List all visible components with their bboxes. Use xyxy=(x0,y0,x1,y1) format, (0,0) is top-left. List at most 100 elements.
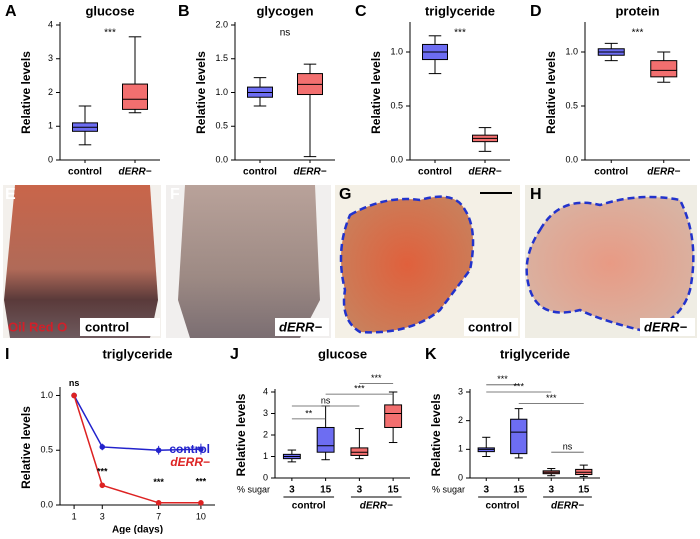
image-caption: dERR− xyxy=(644,319,687,334)
x-tick-label: control xyxy=(418,167,452,178)
point xyxy=(99,482,106,489)
panel-letter: H xyxy=(530,186,542,203)
panel-letter: A xyxy=(5,3,17,20)
y-tick-label: 0.0 xyxy=(565,154,578,164)
chart-title: glucose xyxy=(85,3,134,18)
x-tick-label: 3 xyxy=(548,485,554,496)
y-tick-label: 1.0 xyxy=(390,46,403,56)
box xyxy=(650,60,678,78)
point xyxy=(198,500,204,506)
y-axis-label: Relative levels xyxy=(234,393,248,476)
y-tick-label: 0.0 xyxy=(40,499,53,509)
significance-label: *** xyxy=(371,373,382,383)
y-tick-label: 0.5 xyxy=(565,100,578,110)
point xyxy=(155,447,162,454)
significance-label: *** xyxy=(546,393,557,403)
x-tick-label: control xyxy=(68,167,102,178)
series-line xyxy=(73,395,201,504)
significance-label: ns xyxy=(321,395,331,405)
y-tick-label: 0.0 xyxy=(390,154,403,164)
image-caption: Oil Red O xyxy=(8,319,67,334)
panel-letter: K xyxy=(425,346,437,363)
x-tick-label: 1 xyxy=(72,511,77,521)
x-axis-label: Age (days) xyxy=(112,525,163,534)
y-axis-label: Relative levels xyxy=(19,51,33,134)
y-tick-label: 0 xyxy=(48,154,53,164)
significance-label: ns xyxy=(280,28,291,39)
point xyxy=(155,500,162,506)
y-tick-label: 3 xyxy=(48,53,53,63)
significance-label: *** xyxy=(497,374,508,384)
x-tick-label: 3 xyxy=(289,485,295,496)
x-axis-label: % sugar xyxy=(432,484,465,494)
y-tick-label: 2.0 xyxy=(215,19,228,29)
series-line xyxy=(73,395,201,451)
y-tick-label: 1.0 xyxy=(40,390,53,400)
x-tick-label: 3 xyxy=(100,511,105,521)
chart-title: triglyceride xyxy=(102,346,172,361)
panel-letter: G xyxy=(339,186,351,203)
significance-label: ns xyxy=(69,378,80,388)
point xyxy=(99,444,106,450)
y-axis-label: Relative levels xyxy=(369,51,383,134)
x-tick-label: dERR− xyxy=(118,167,151,178)
significance-label: *** xyxy=(632,28,644,39)
panel-letter: J xyxy=(230,346,239,363)
y-tick-label: 1.5 xyxy=(215,53,228,63)
panel-letter: B xyxy=(178,3,190,20)
y-tick-label: 1 xyxy=(48,121,53,131)
chart-title: triglyceride xyxy=(500,346,570,361)
chart-title: triglyceride xyxy=(425,3,495,18)
y-axis-label: Relative levels xyxy=(544,51,558,134)
y-axis-label: Relative levels xyxy=(194,51,208,134)
x-tick-label: control xyxy=(243,167,277,178)
x-axis-label: % sugar xyxy=(237,484,270,494)
y-tick-label: 0.0 xyxy=(215,154,228,164)
y-tick-label: 1 xyxy=(263,451,268,461)
significance-label: ** xyxy=(305,408,313,418)
image-panel-e xyxy=(3,185,161,338)
box xyxy=(350,447,369,456)
y-tick-label: 0 xyxy=(263,472,268,482)
y-tick-label: 1.0 xyxy=(565,46,578,56)
group-label: dERR− xyxy=(360,501,393,512)
chart-title: glucose xyxy=(318,346,367,361)
point xyxy=(198,446,204,452)
panel-letter: E xyxy=(5,186,16,203)
x-tick-label: 3 xyxy=(483,485,489,496)
x-tick-label: 15 xyxy=(320,485,332,496)
significance-label: *** xyxy=(196,476,207,486)
x-tick-label: 15 xyxy=(578,485,590,496)
x-tick-label: 15 xyxy=(513,485,525,496)
y-tick-label: 4 xyxy=(263,386,268,396)
legend-label: control xyxy=(169,442,210,456)
x-tick-label: dERR− xyxy=(293,167,326,178)
y-tick-label: 0.5 xyxy=(40,445,53,455)
x-tick-label: dERR− xyxy=(468,167,501,178)
y-tick-label: 2 xyxy=(263,429,268,439)
significance-label: ns xyxy=(563,442,573,452)
significance-label: *** xyxy=(513,381,524,391)
panel-letter: D xyxy=(530,3,542,20)
image-panel-f xyxy=(166,185,331,338)
x-tick-label: control xyxy=(594,167,628,178)
box xyxy=(384,404,403,428)
image-caption: control xyxy=(85,319,129,334)
x-tick-label: 10 xyxy=(196,511,206,521)
y-tick-label: 4 xyxy=(48,19,53,29)
x-tick-label: 3 xyxy=(357,485,363,496)
panel-letter: I xyxy=(5,346,9,363)
y-tick-label: 3 xyxy=(263,408,268,418)
box xyxy=(122,83,148,110)
y-axis-label: Relative levels xyxy=(19,406,33,489)
image-caption: dERR− xyxy=(279,319,322,334)
chart-title: protein xyxy=(615,3,659,18)
box xyxy=(510,418,528,455)
